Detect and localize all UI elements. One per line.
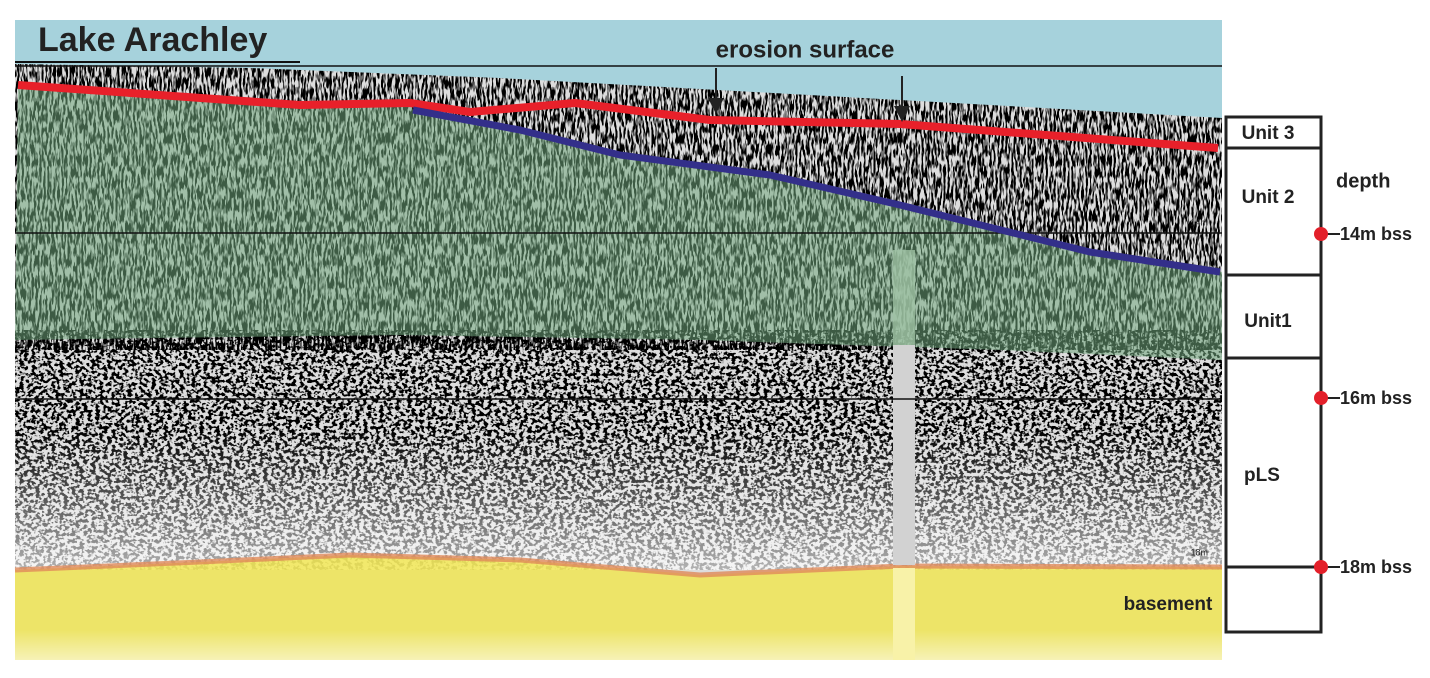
- erosion-horizon: [17, 81, 1219, 152]
- basement-top: [14, 552, 1223, 578]
- core-strip: [893, 568, 915, 660]
- basement-fade: [15, 630, 1222, 670]
- unit-label: Unit1: [1244, 311, 1292, 332]
- water: [15, 20, 1222, 118]
- unit-label: Unit 3: [1242, 123, 1295, 144]
- depth-label: 16m bss: [1340, 388, 1412, 408]
- unit-label: pLS: [1244, 465, 1280, 486]
- unit-green: [15, 85, 1222, 360]
- scale-label: 16m: [1190, 384, 1208, 394]
- scale-label: 18m: [1190, 547, 1208, 557]
- unit-label: Unit 2: [1242, 187, 1295, 208]
- depth-label: 14m bss: [1340, 224, 1412, 244]
- depth-dot: [1314, 227, 1328, 241]
- core-strip: [893, 345, 915, 565]
- unit-label: basement: [1124, 594, 1213, 615]
- unit-boundary: [412, 106, 1221, 276]
- unit-column: [1224, 115, 1323, 634]
- depth-dot: [1314, 391, 1328, 405]
- scale-label: 14m: [1190, 217, 1208, 227]
- seismic-fade: [15, 430, 1222, 570]
- arrow-head: [708, 98, 724, 114]
- depth-label: 18m bss: [1340, 557, 1412, 577]
- title: Lake Arachley: [38, 21, 267, 59]
- depth-title: depth: [1336, 170, 1390, 192]
- arrow-head: [894, 106, 910, 122]
- core-strip: [893, 250, 915, 345]
- depth-dot: [1314, 560, 1328, 574]
- annotation: erosion surface: [716, 36, 895, 63]
